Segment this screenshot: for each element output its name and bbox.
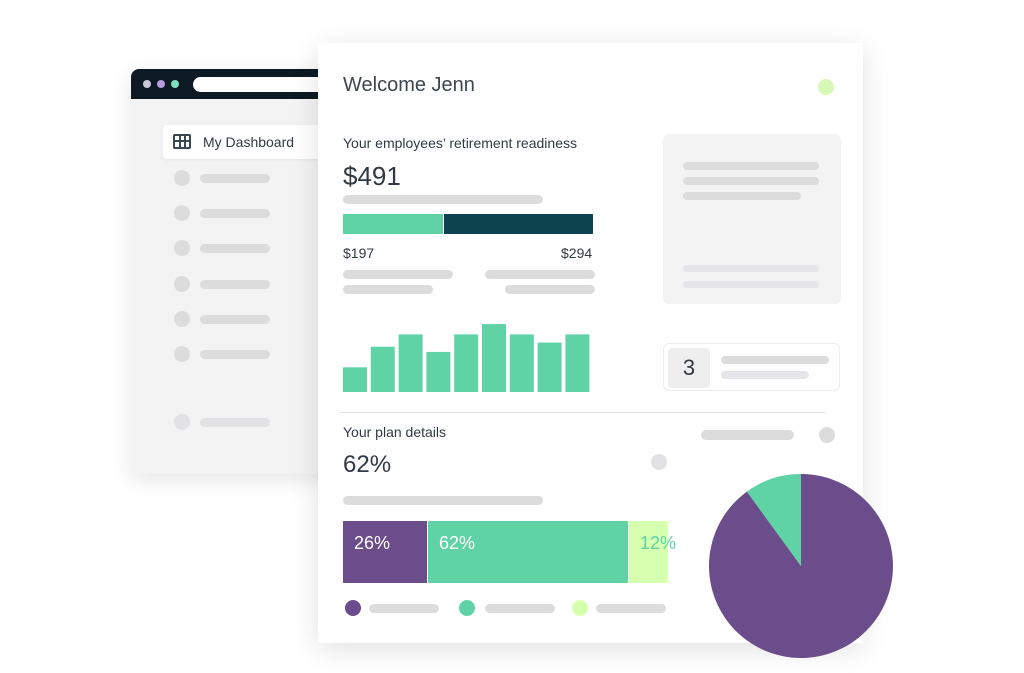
status-indicator-icon bbox=[818, 79, 834, 95]
bar-3 bbox=[398, 334, 423, 392]
sidebar-footer-placeholder[interactable] bbox=[200, 418, 270, 427]
text-placeholder bbox=[343, 270, 453, 279]
sidebar-item-icon[interactable] bbox=[174, 240, 190, 256]
text-placeholder bbox=[683, 162, 819, 170]
sidebar-item-label: My Dashboard bbox=[203, 134, 295, 150]
plan-pie-chart bbox=[708, 474, 893, 658]
sidebar-item-icon[interactable] bbox=[174, 346, 190, 362]
legend-placeholder bbox=[485, 604, 555, 613]
text-placeholder bbox=[683, 177, 819, 185]
bar-5 bbox=[454, 334, 479, 392]
bar-8 bbox=[537, 342, 562, 392]
bar-4 bbox=[426, 351, 451, 392]
option-icon[interactable] bbox=[651, 454, 667, 470]
window-dot-icon[interactable] bbox=[143, 80, 151, 88]
text-placeholder bbox=[683, 265, 819, 272]
sidebar-item-placeholder[interactable] bbox=[200, 350, 270, 359]
window-dot-icon[interactable] bbox=[157, 80, 165, 88]
text-placeholder bbox=[721, 371, 809, 379]
plan-segment: 62% bbox=[428, 521, 628, 583]
address-bar[interactable] bbox=[193, 77, 331, 92]
sidebar-item-placeholder[interactable] bbox=[200, 280, 270, 289]
text-placeholder bbox=[721, 356, 829, 364]
bar-9 bbox=[565, 334, 590, 392]
sidebar-item-icon[interactable] bbox=[174, 311, 190, 327]
legend-green-icon bbox=[459, 600, 475, 616]
plan-value: 62% bbox=[343, 451, 392, 478]
readiness-bar-right bbox=[444, 214, 593, 234]
text-placeholder bbox=[343, 195, 543, 204]
sidebar-item-placeholder[interactable] bbox=[200, 315, 270, 324]
dashboard-grid-icon bbox=[173, 134, 191, 149]
text-placeholder bbox=[343, 496, 543, 505]
bar-6 bbox=[482, 324, 506, 392]
legend-lime-icon bbox=[572, 600, 588, 616]
sidebar-item-my-dashboard[interactable]: My Dashboard bbox=[163, 125, 323, 159]
readiness-right-amount: $294 bbox=[561, 245, 593, 261]
sidebar-item-icon[interactable] bbox=[174, 205, 190, 221]
section-divider bbox=[339, 412, 826, 413]
window-dot-icon[interactable] bbox=[171, 80, 179, 88]
readiness-left-amount: $197 bbox=[343, 245, 375, 261]
bar-2 bbox=[370, 346, 395, 392]
count-card[interactable]: 3 bbox=[663, 343, 840, 391]
text-placeholder bbox=[683, 281, 819, 288]
sidebar-footer-icon[interactable] bbox=[174, 414, 190, 430]
legend-purple-icon bbox=[345, 600, 361, 616]
option-icon[interactable] bbox=[819, 427, 835, 443]
sidebar-item-placeholder[interactable] bbox=[200, 174, 270, 183]
readiness-bar-chart bbox=[343, 324, 590, 392]
count-value: 3 bbox=[668, 348, 710, 388]
page-title: Welcome Jenn bbox=[343, 74, 475, 96]
bar-1 bbox=[343, 367, 367, 392]
info-panel bbox=[663, 134, 841, 304]
pie-slice-0 bbox=[708, 474, 893, 658]
legend-placeholder bbox=[596, 604, 666, 613]
text-placeholder bbox=[683, 192, 801, 200]
plan-segment: 26% bbox=[343, 521, 427, 583]
legend-placeholder bbox=[369, 604, 439, 613]
text-placeholder bbox=[343, 285, 433, 294]
text-placeholder bbox=[505, 285, 595, 294]
sidebar-item-icon[interactable] bbox=[174, 276, 190, 292]
sidebar-item-icon[interactable] bbox=[174, 170, 190, 186]
pie-slice-1 bbox=[746, 474, 801, 566]
readiness-heading: Your employees’ retirement readiness bbox=[343, 135, 577, 151]
text-placeholder bbox=[701, 430, 794, 440]
plan-heading: Your plan details bbox=[343, 424, 447, 440]
sidebar-item-placeholder[interactable] bbox=[200, 244, 270, 253]
browser-titlebar bbox=[131, 69, 331, 99]
text-placeholder bbox=[485, 270, 595, 279]
sidebar-item-placeholder[interactable] bbox=[200, 209, 270, 218]
readiness-bar-left bbox=[343, 214, 443, 234]
plan-segment: 12% bbox=[629, 521, 676, 583]
readiness-total: $491 bbox=[343, 161, 401, 191]
bar-7 bbox=[509, 334, 534, 392]
